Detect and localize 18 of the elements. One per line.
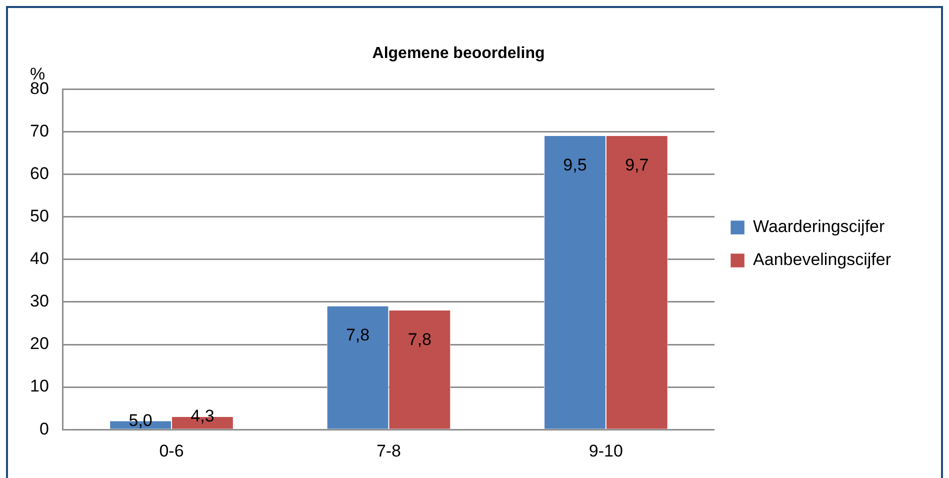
- annotation: 9,5: [563, 155, 587, 174]
- y-tick-label: 40: [30, 249, 49, 268]
- y-tick-label: 70: [30, 121, 49, 140]
- y-tick-label: 0: [39, 419, 49, 438]
- legend-label: Waarderingscijfer: [753, 217, 886, 236]
- x-tick-label: 9-10: [588, 441, 623, 460]
- annotation: 9,7: [625, 155, 649, 174]
- x-tick-label: 7-8: [376, 441, 402, 460]
- y-tick-label: 20: [30, 334, 49, 354]
- y-tick-label: 50: [30, 206, 49, 226]
- chart-title: Algemene beoordeling: [372, 45, 545, 62]
- y-tick-label: 10: [30, 376, 49, 396]
- y-tick-label: 60: [30, 164, 49, 183]
- x-tick-label: 0-6: [159, 441, 184, 460]
- y-tick-label: 30: [30, 292, 49, 311]
- annotation: 7,8: [408, 330, 432, 349]
- annotation: 7,8: [346, 326, 370, 345]
- legend-label: Aanbevelingscijfer: [753, 250, 892, 270]
